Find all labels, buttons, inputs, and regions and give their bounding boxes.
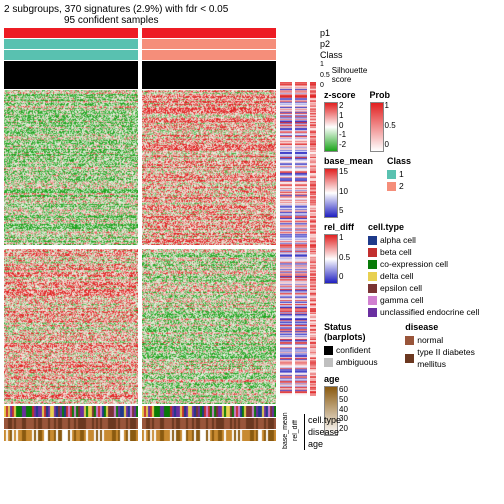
heatmap-rows: 1 2 [4,90,276,404]
title-area: 2 subgroups, 370 signatures (2.9%) with … [4,4,500,26]
bs-celltype-a [4,406,138,417]
side-rel-diff [295,82,307,396]
side-prob [310,82,316,396]
hm-2b [142,249,276,404]
bs-disease-b [142,418,276,429]
legend-area: z-score 2 1 0 -1 -2 Prob [320,90,500,441]
vl-reldiff: rel_diff [292,412,299,450]
legend-disease: disease normaltype II diabetes mellitus [405,322,500,370]
lbl-p2: p2 [320,39,500,49]
annot-class [4,50,276,60]
lbl-class: Class [320,50,500,60]
bs-age-b [142,430,276,441]
bottom-strip-labels: cell.type disease age [304,414,341,450]
side-base-mean [280,82,292,396]
silhouette [4,61,276,89]
lbl-p1: p1 [320,28,500,38]
legend-zscore: z-score 2 1 0 -1 -2 [324,90,356,152]
hm-1a [4,90,138,245]
hm-1b [142,90,276,245]
bs-celltype-b [142,406,276,417]
main-layout: 1 2 p1 p2 Class [4,28,500,441]
title-main: 2 subgroups, 370 signatures (2.9%) with … [4,4,500,15]
legend-basemean: base_mean 15 10 5 [324,156,373,218]
side-cols [280,28,316,441]
hm-2a [4,249,138,404]
title-sub: 95 confident samples [64,15,500,26]
lbl-silhouette: Silhouettescore [332,66,368,84]
heatmap-block: 1 2 [4,28,276,441]
legend-celltype: cell.type alpha cellbeta cellco-expressi… [368,222,479,318]
annot-p1 [4,28,276,38]
annot-labels: p1 p2 Class 1 0.5 0 Silhouettescore z-sc… [320,28,500,441]
legend-prob: Prob 1 0.5 0 [370,90,391,152]
bs-disease-a [4,418,138,429]
annot-p2 [4,39,276,49]
bs-age-a [4,430,138,441]
legend-class: Class 12 [387,156,411,218]
vl-basemean: base_mean [282,412,289,450]
legend-reldiff: rel_diff 1 0.5 0 [324,222,354,318]
bottom-strips [4,406,276,441]
legend-status: Status (barplots) confidentambiguous [324,322,391,370]
